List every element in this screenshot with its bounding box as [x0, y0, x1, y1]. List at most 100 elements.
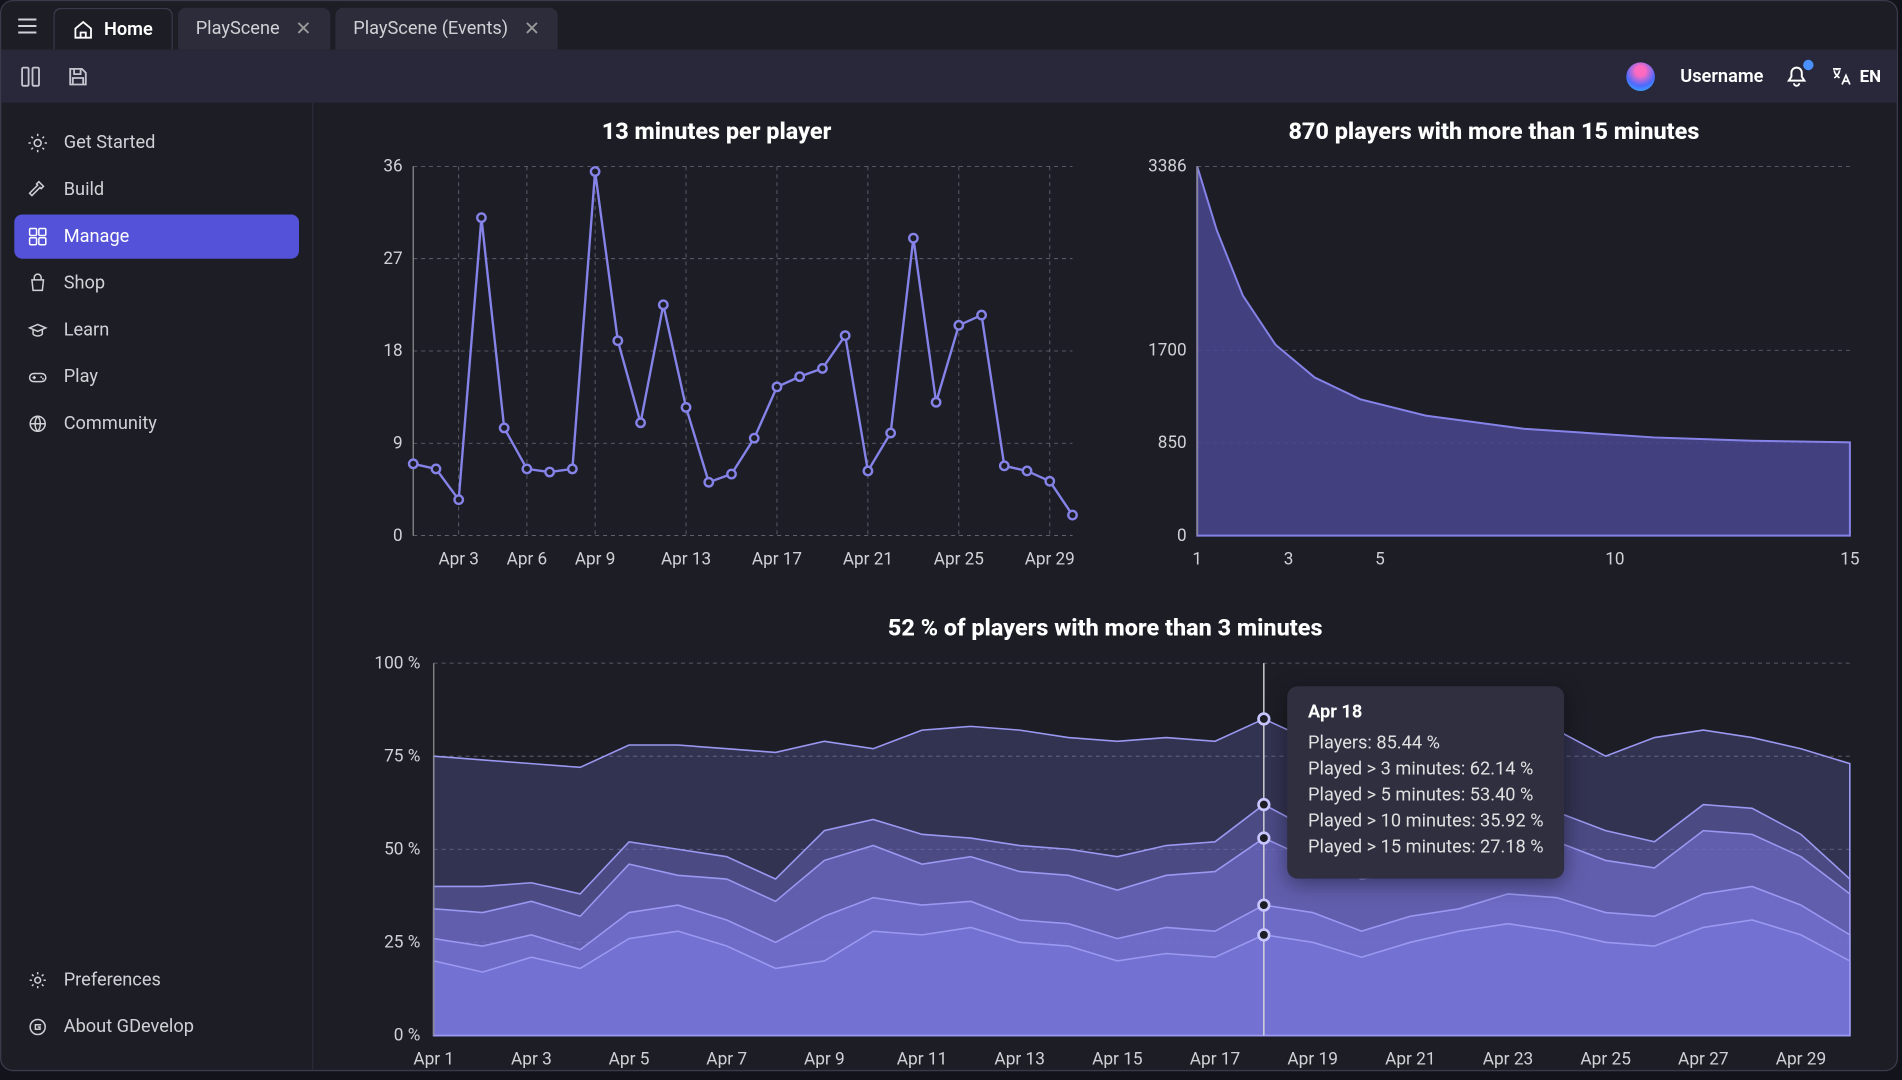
sidebar-item-label: Preferences [64, 970, 161, 991]
svg-text:Apr 1: Apr 1 [413, 1049, 454, 1069]
sidebar-item-label: About GDevelop [64, 1017, 194, 1038]
svg-text:27: 27 [383, 249, 402, 269]
sidebar-item-community[interactable]: Community [14, 402, 299, 446]
chart-title: 52 % of players with more than 3 minutes [347, 614, 1863, 641]
svg-text:9: 9 [393, 434, 403, 454]
tab-home[interactable]: Home [53, 8, 172, 50]
translate-icon [1828, 65, 1851, 88]
sidebar-item-manage[interactable]: Manage [14, 214, 299, 258]
tab-playscene-events[interactable]: PlayScene (Events) ✕ [335, 8, 558, 50]
notifications-button[interactable] [1782, 62, 1811, 91]
sidebar-item-label: Shop [64, 273, 105, 294]
sidebar-item-label: Manage [64, 226, 130, 247]
svg-text:Apr 17: Apr 17 [1190, 1049, 1241, 1069]
sidebar-item-about-gdevelop[interactable]: About GDevelop [14, 1005, 299, 1049]
gamepad-icon [27, 365, 48, 388]
svg-text:850: 850 [1158, 433, 1187, 453]
chart-title: 13 minutes per player [347, 118, 1085, 145]
svg-text:15: 15 [1840, 550, 1859, 570]
svg-text:0: 0 [1177, 526, 1187, 546]
svg-text:Apr 25: Apr 25 [1580, 1049, 1631, 1069]
main-content: 13 minutes per player 09182736Apr 3Apr 6… [313, 103, 1896, 1070]
svg-text:Apr 9: Apr 9 [575, 550, 615, 570]
svg-text:Apr 13: Apr 13 [661, 550, 711, 570]
svg-text:1: 1 [1192, 550, 1202, 570]
save-icon[interactable] [64, 62, 93, 91]
svg-text:Apr 3: Apr 3 [438, 550, 478, 570]
svg-text:Apr 23: Apr 23 [1483, 1049, 1534, 1069]
tab-playscene[interactable]: PlayScene ✕ [177, 8, 329, 50]
cap-icon [27, 319, 48, 342]
svg-text:Apr 25: Apr 25 [934, 550, 984, 570]
bag-icon [27, 272, 48, 295]
tab-label: Home [104, 19, 153, 40]
svg-text:Apr 11: Apr 11 [897, 1049, 948, 1069]
svg-text:Apr 21: Apr 21 [843, 550, 893, 570]
svg-text:Apr 5: Apr 5 [608, 1049, 649, 1069]
tab-label: PlayScene (Events) [353, 18, 508, 39]
svg-text:50 %: 50 % [384, 839, 420, 859]
sidebar-item-preferences[interactable]: Preferences [14, 958, 299, 1002]
sidebar-item-label: Learn [64, 320, 110, 341]
svg-text:Apr 29: Apr 29 [1776, 1049, 1827, 1069]
tab-label: PlayScene [196, 18, 280, 39]
globe-icon [27, 412, 48, 435]
chart-svg: 09182736Apr 3Apr 6Apr 9Apr 13Apr 17Apr 2… [347, 153, 1085, 575]
chart-svg: 0 850 1700 3386 1 3 5 10 15 [1125, 153, 1863, 575]
svg-text:100 %: 100 % [374, 653, 420, 673]
chart-minutes-per-player: 13 minutes per player 09182736Apr 3Apr 6… [347, 118, 1085, 575]
svg-text:75 %: 75 % [384, 746, 420, 766]
sidebar-item-label: Play [64, 367, 98, 388]
svg-text:Apr 3: Apr 3 [511, 1049, 552, 1069]
sidebar-item-label: Get Started [64, 133, 156, 154]
chart-retention: 52 % of players with more than 3 minutes… [347, 614, 1863, 1070]
sidebar-item-label: Community [64, 413, 157, 434]
svg-text:Apr 19: Apr 19 [1287, 1049, 1338, 1069]
tab-bar: Home PlayScene ✕ PlayScene (Events) ✕ [1, 1, 1896, 50]
sun-icon [27, 131, 48, 154]
svg-text:Apr 7: Apr 7 [706, 1049, 747, 1069]
chart-players-distribution: 870 players with more than 15 minutes 0 8… [1125, 118, 1863, 575]
sidebar-item-build[interactable]: Build [14, 168, 299, 212]
svg-text:Apr 15: Apr 15 [1092, 1049, 1143, 1069]
dashboard-icon [27, 225, 48, 248]
svg-text:18: 18 [383, 341, 402, 361]
hammer-icon [27, 178, 48, 201]
gear-icon [27, 968, 48, 991]
sidebar-item-learn[interactable]: Learn [14, 308, 299, 352]
svg-text:1700: 1700 [1148, 341, 1186, 361]
username[interactable]: Username [1680, 66, 1763, 87]
svg-text:0: 0 [393, 526, 403, 546]
svg-text:Apr 21: Apr 21 [1385, 1049, 1436, 1069]
svg-text:3386: 3386 [1148, 157, 1186, 177]
chart-svg: 0 % 25 % 50 % 75 % 100 % Apr 1 Apr 3 Apr 5 Apr 7… [347, 649, 1863, 1069]
svg-text:0 %: 0 % [394, 1025, 421, 1045]
menu-icon [16, 14, 39, 37]
svg-text:25 %: 25 % [384, 932, 420, 952]
sidebar: Get Started Build Manage Shop Learn Play Commu… [1, 103, 313, 1070]
sidebar-item-get-started[interactable]: Get Started [14, 121, 299, 165]
layout-icon[interactable] [17, 62, 46, 91]
chart-title: 870 players with more than 15 minutes [1125, 118, 1863, 145]
svg-text:10: 10 [1605, 550, 1624, 570]
close-icon[interactable]: ✕ [524, 17, 540, 40]
svg-text:Apr 17: Apr 17 [752, 550, 802, 570]
svg-text:Apr 13: Apr 13 [994, 1049, 1045, 1069]
toolbar: Username EN [1, 51, 1896, 103]
svg-text:36: 36 [383, 157, 402, 177]
svg-text:Apr 9: Apr 9 [804, 1049, 845, 1069]
svg-text:Apr 27: Apr 27 [1678, 1049, 1729, 1069]
language-label: EN [1860, 67, 1881, 87]
sidebar-item-play[interactable]: Play [14, 355, 299, 399]
hamburger-menu[interactable] [9, 8, 45, 44]
language-button[interactable]: EN [1828, 62, 1881, 91]
svg-text:Apr 29: Apr 29 [1025, 550, 1075, 570]
svg-text:5: 5 [1375, 550, 1385, 570]
avatar[interactable] [1626, 62, 1655, 91]
sidebar-item-shop[interactable]: Shop [14, 261, 299, 305]
svg-text:3: 3 [1284, 550, 1294, 570]
close-icon[interactable]: ✕ [295, 17, 311, 40]
home-icon [73, 19, 94, 40]
gdevelop-icon [27, 1015, 48, 1038]
sidebar-item-label: Build [64, 179, 105, 200]
